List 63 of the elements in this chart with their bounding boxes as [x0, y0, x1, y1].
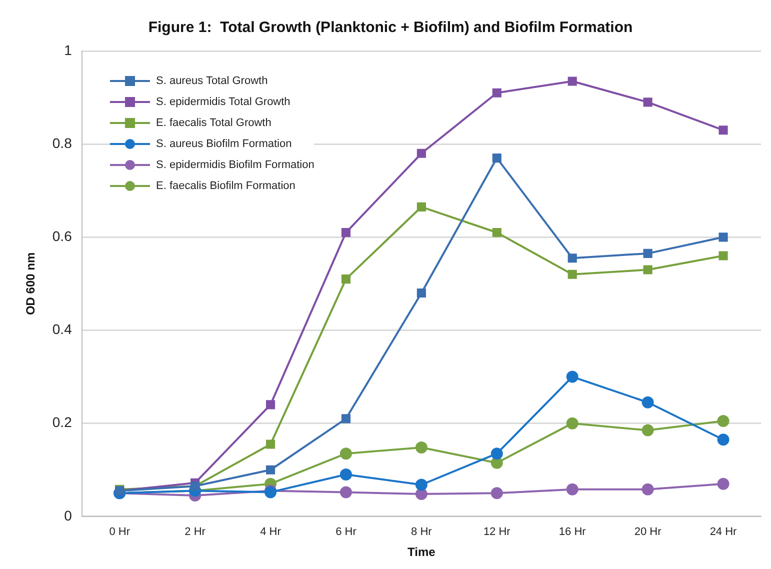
x-tick-label: 6 Hr — [336, 526, 357, 538]
chart-title: Figure 1: Total Growth (Planktonic + Biofilm) and Biofilm Formation — [148, 19, 633, 36]
point — [340, 486, 352, 498]
legend-label: S. epidermidis Biofilm Formation — [156, 158, 314, 170]
x-axis-title: Time — [408, 545, 436, 560]
point — [415, 478, 428, 491]
x-tick-label: 24 Hr — [710, 526, 738, 538]
point — [266, 400, 276, 410]
point — [717, 478, 730, 490]
point — [492, 88, 502, 98]
point — [568, 76, 577, 86]
point — [341, 228, 351, 238]
point — [266, 440, 276, 449]
point — [416, 202, 426, 212]
point — [717, 434, 730, 446]
point — [415, 488, 428, 500]
point — [490, 456, 503, 469]
x-tick-label: 12 Hr — [483, 526, 511, 538]
y-tick-label: 0 — [64, 507, 72, 524]
y-tick-label: 0.6 — [52, 228, 72, 244]
point — [266, 465, 276, 474]
point — [642, 483, 654, 496]
point — [643, 98, 652, 107]
point — [566, 370, 578, 383]
point — [718, 126, 728, 135]
point — [642, 424, 654, 436]
point — [642, 396, 654, 408]
x-tick-label: 2 Hr — [184, 526, 206, 538]
legend-label: S. aureus Total Growth — [156, 74, 268, 86]
y-tick-label: 0.2 — [52, 414, 72, 430]
point — [566, 483, 578, 496]
y-tick-label: 0.4 — [52, 321, 72, 338]
point — [416, 288, 426, 298]
x-tick-label: 0 Hr — [109, 526, 130, 538]
point — [568, 270, 577, 279]
point — [492, 154, 502, 163]
point — [566, 417, 578, 430]
y-tick-label: 1 — [64, 42, 72, 58]
legend-label: E. faecalis Total Growth — [156, 116, 272, 128]
point — [490, 487, 503, 500]
legend-label: E. faecalis Biofilm Formation — [156, 180, 296, 192]
point — [415, 442, 428, 454]
x-tick-label: 8 Hr — [411, 526, 432, 538]
point — [341, 274, 351, 284]
point — [718, 232, 728, 242]
point — [340, 448, 352, 460]
x-tick-label: 16 Hr — [558, 526, 586, 538]
x-tick-label: 4 Hr — [260, 526, 282, 538]
legend-label: S. epidermidis Total Growth — [156, 96, 290, 108]
point — [717, 414, 730, 427]
point — [718, 251, 728, 260]
point — [643, 248, 652, 258]
x-tick-label: 20 Hr — [634, 526, 662, 538]
point — [490, 448, 503, 460]
point — [643, 265, 652, 274]
point — [340, 468, 352, 481]
point — [416, 148, 426, 158]
legend-label: S. aureus Biofilm Formation — [156, 138, 292, 150]
point — [568, 254, 577, 263]
point — [341, 414, 351, 424]
y-tick-label: 0.8 — [52, 134, 72, 151]
point — [492, 228, 502, 238]
y-axis-title: OD 600 nm — [24, 252, 38, 316]
